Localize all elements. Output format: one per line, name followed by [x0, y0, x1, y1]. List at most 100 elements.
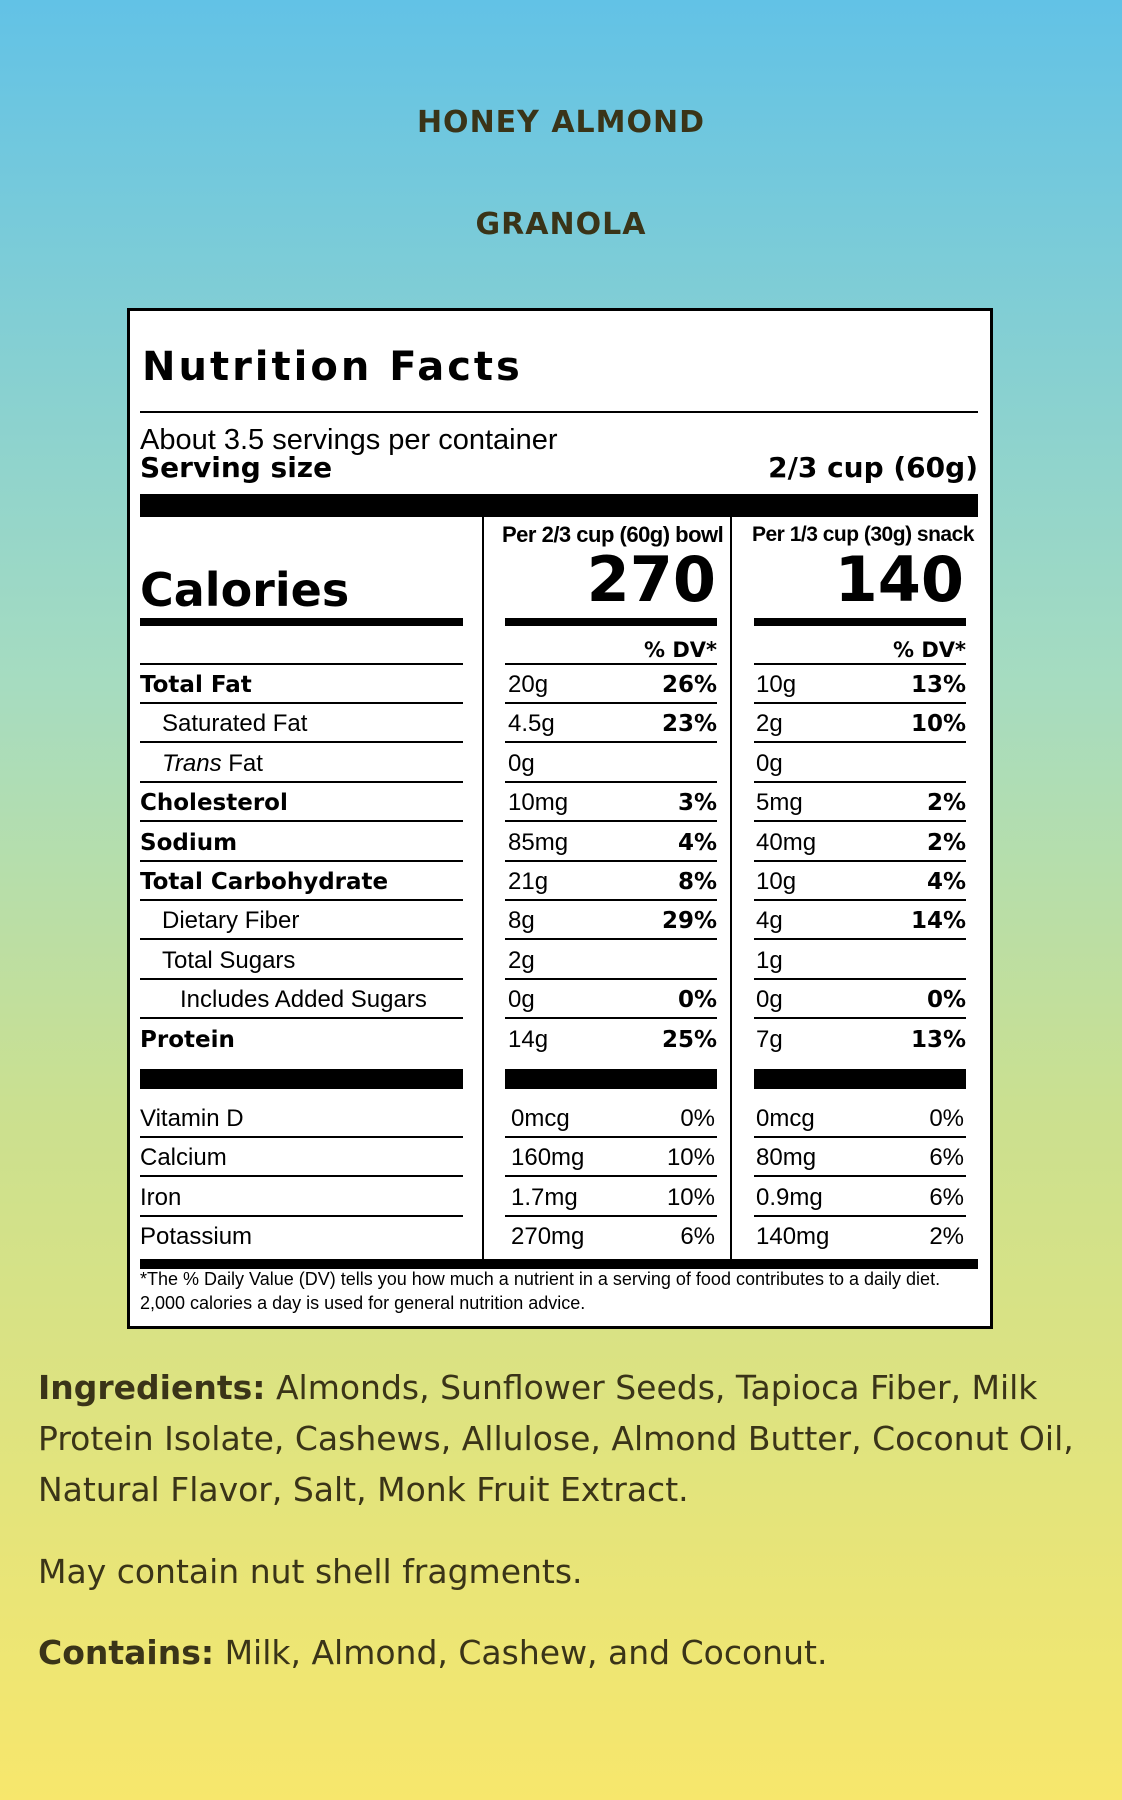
nutrient-name: Includes Added Sugars [180, 986, 427, 1013]
nutrition-facts-label: Nutrition Facts About 3.5 servings per c… [127, 308, 993, 1329]
vitamin-rule-3 [754, 1175, 966, 1177]
heading-rule [140, 411, 978, 413]
col1-amount: 0mcg [511, 1105, 570, 1132]
col2-amount: 0mcg [756, 1105, 815, 1132]
servings-per-container: About 3.5 servings per container [140, 424, 558, 456]
col1-dv: 0% [677, 987, 717, 1013]
col1-dv: 10% [666, 1184, 715, 1211]
nutrient-row: Includes Added Sugars 0g 0% 0g 0% [130, 980, 990, 1019]
col2-calories: 140 [834, 543, 964, 616]
col2-dv: 0% [926, 987, 966, 1013]
product-title: HONEY ALMOND GRANOLA [0, 72, 1122, 276]
col1-dv: 4% [677, 830, 717, 856]
col2-dv-header: % DV* [892, 638, 966, 662]
col2-dv: 6% [929, 1144, 964, 1171]
nutrient-rule-2 [505, 781, 717, 783]
col2-dv: 4% [926, 869, 966, 895]
vitamin-rule-2 [505, 1175, 717, 1177]
nutrient-name: Protein [140, 1027, 235, 1053]
vitamin-row: Potassium 270mg 6% 140mg 2% [130, 1217, 990, 1256]
vitamin-rule-1 [140, 1215, 463, 1217]
serving-size-label: Serving size [140, 451, 333, 484]
nutrient-rule-3 [754, 702, 966, 704]
contains-text: Milk, Almond, Cashew, and Coconut. [214, 1633, 828, 1672]
vitamin-rule-1 [140, 1175, 463, 1177]
vitamin-rule-1 [140, 1136, 463, 1138]
ingredients-label: Ingredients: [38, 1368, 266, 1407]
col1-amount: 0g [508, 986, 535, 1013]
calories-rule-3 [754, 618, 966, 626]
nutrient-rule-3 [754, 860, 966, 862]
col1-amount: 20g [508, 671, 549, 698]
nutrient-name: Saturated Fat [162, 710, 308, 737]
col2-amount: 1g [756, 947, 783, 974]
nutrient-rule-2 [505, 702, 717, 704]
nutrient-name: Sodium [140, 830, 238, 856]
col1-dv: 3% [677, 790, 717, 816]
column-divider-1 [482, 517, 484, 1259]
nutrient-rule-top-3 [754, 663, 966, 665]
vitamin-rule-3 [754, 1069, 966, 1089]
vitamin-name: Vitamin D [140, 1105, 244, 1132]
col2-amount: 10g [756, 868, 797, 895]
col1-amount: 8g [508, 907, 535, 934]
nutrition-facts-heading: Nutrition Facts [142, 344, 523, 390]
nutrient-row: Cholesterol 10mg 3% 5mg 2% [130, 783, 990, 822]
nutrient-rule-top-2 [505, 663, 717, 665]
vitamin-rule-2 [505, 1136, 717, 1138]
col2-amount: 5mg [756, 789, 803, 816]
product-title-line-2: GRANOLA [475, 207, 647, 242]
nutrient-rule-1 [140, 741, 463, 743]
nutrient-row: Saturated Fat 4.5g 23% 2g 10% [130, 704, 990, 743]
nutrient-rule-3 [754, 978, 966, 980]
col1-amount: 14g [508, 1026, 549, 1053]
calories-label: Calories [140, 563, 350, 617]
nutrient-rule-2 [505, 899, 717, 901]
vitamin-row: Iron 1.7mg 10% 0.9mg 6% [130, 1178, 990, 1217]
col2-dv: 10% [910, 711, 966, 737]
col1-amount: 21g [508, 868, 549, 895]
vitamin-row: Calcium 160mg 10% 80mg 6% [130, 1138, 990, 1177]
col1-dv-header: % DV* [643, 638, 717, 662]
contains-statement: Contains: Milk, Almond, Cashew, and Coco… [38, 1627, 1088, 1678]
nutrient-name: Total Fat [140, 672, 252, 698]
col1-amount: 85mg [508, 829, 569, 856]
nutrient-name: Trans Fat [162, 750, 263, 777]
vitamin-rule-3 [754, 1136, 966, 1138]
vitamin-rule-2 [505, 1069, 717, 1089]
col1-amount: 270mg [511, 1223, 585, 1250]
nutrient-rule-3 [754, 1017, 966, 1019]
product-title-line-1: HONEY ALMOND [416, 105, 706, 140]
vitamin-row: Vitamin D 0mcg 0% 0mcg 0% [130, 1099, 990, 1138]
col1-dv: 25% [661, 1027, 717, 1053]
nutrient-rule-3 [754, 741, 966, 743]
nutrient-rule-1 [140, 860, 463, 862]
vitamin-name: Calcium [140, 1144, 227, 1171]
thick-rule-bottom [140, 1259, 978, 1269]
nutrient-row: Total Fat 20g 26% 10g 13% [130, 665, 990, 704]
col1-amount: 160mg [511, 1144, 585, 1171]
vitamin-name: Potassium [140, 1223, 253, 1250]
column-divider-2 [730, 517, 732, 1259]
nutrient-rule-1 [140, 781, 463, 783]
nutrient-rule-1 [140, 938, 463, 940]
ingredients-statement: Ingredients: Almonds, Sunflower Seeds, T… [38, 1362, 1088, 1515]
nutrient-row: Dietary Fiber 8g 29% 4g 14% [130, 901, 990, 940]
col1-dv: 29% [661, 908, 717, 934]
nutrient-rule-2 [505, 938, 717, 940]
nutrient-name: Dietary Fiber [162, 907, 300, 934]
nutrient-rule-3 [754, 781, 966, 783]
contains-label: Contains: [38, 1633, 215, 1672]
col2-amount: 0g [756, 986, 783, 1013]
col2-amount: 40mg [756, 829, 817, 856]
nutrient-rule-1 [140, 702, 463, 704]
nutrient-name: Total Sugars [162, 947, 296, 974]
allergen-warning: May contain nut shell fragments. [38, 1552, 583, 1591]
vitamin-name: Iron [140, 1184, 182, 1211]
serving-size-value: 2/3 cup (60g) [768, 451, 978, 484]
col1-dv: 6% [680, 1223, 715, 1250]
col1-amount: 0g [508, 750, 535, 777]
col2-dv: 6% [929, 1184, 964, 1211]
col1-amount: 1.7mg [511, 1184, 578, 1211]
nutrient-row: Total Sugars 2g 1g [130, 941, 990, 980]
